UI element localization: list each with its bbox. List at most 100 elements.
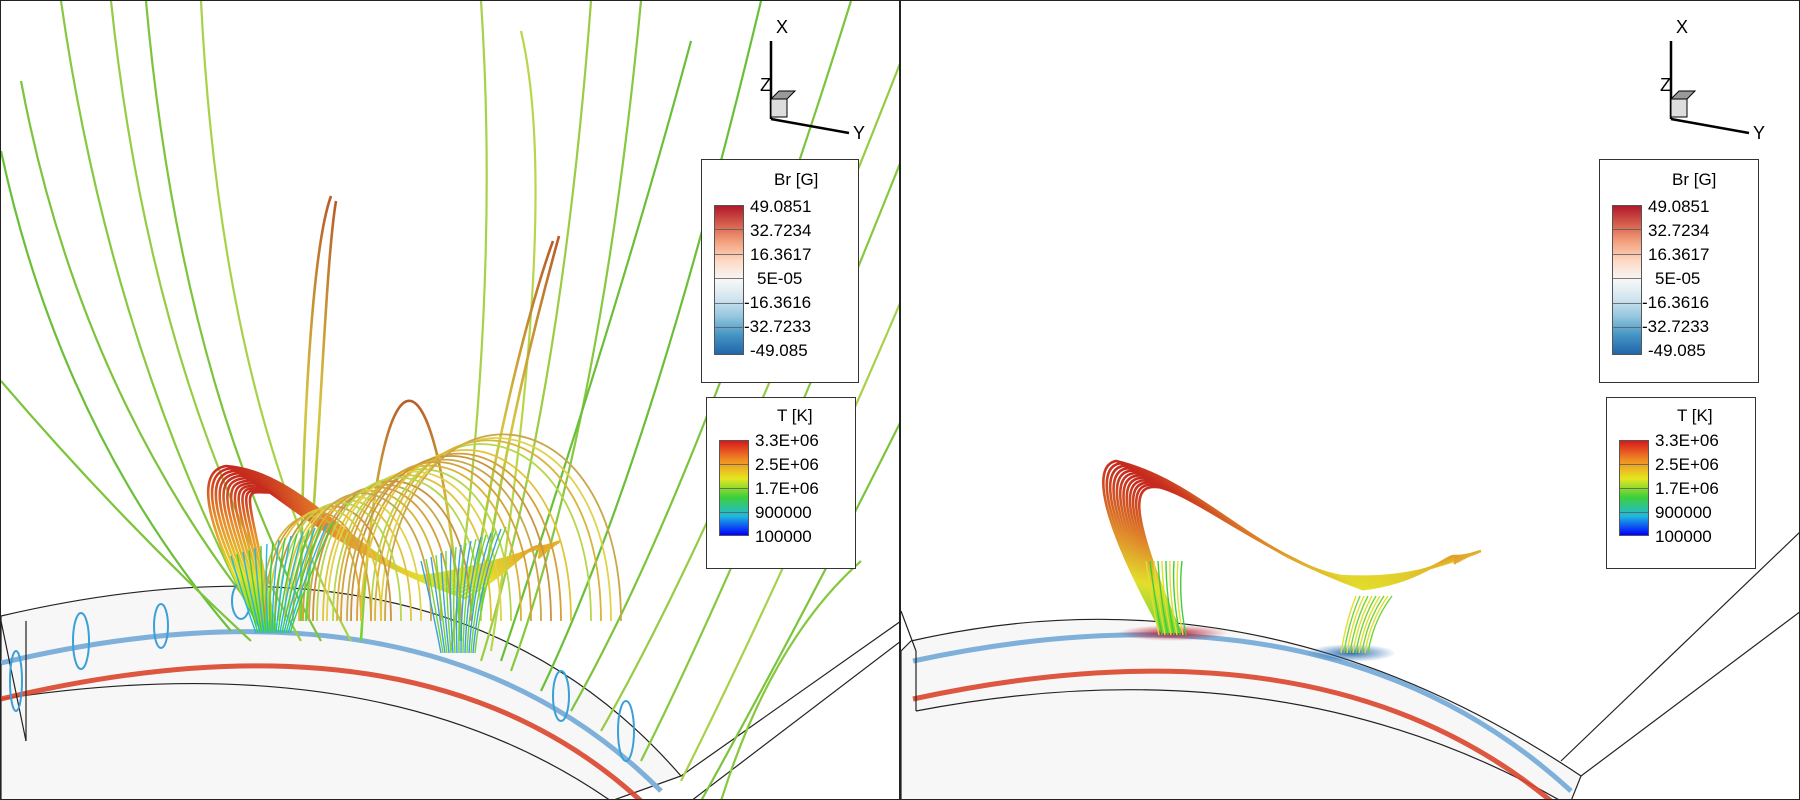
field-line [360, 449, 572, 622]
field-line [1179, 560, 1187, 636]
field-line [279, 531, 304, 634]
br-colorbar [1612, 205, 1642, 355]
field-line [340, 461, 532, 622]
footpoint-fans [1145, 560, 1393, 654]
field-line [312, 480, 472, 622]
axis-label-z: Z [1660, 75, 1671, 95]
br-legend: Br [G] 49.0851 32.7234 16.3617 5E-05 -16… [1599, 159, 1759, 383]
field-line [1145, 560, 1160, 636]
field-line [470, 530, 497, 654]
t-label: 2.5E+06 [1655, 455, 1719, 474]
field-line [440, 552, 450, 654]
t-label: 3.3E+06 [755, 431, 819, 450]
t-label: 3.3E+06 [1655, 431, 1719, 450]
t-label: 100000 [1655, 527, 1712, 546]
field-line [466, 534, 487, 654]
br-label: 5E-05 [1655, 269, 1701, 288]
field-line [1125, 476, 1466, 634]
field-line [242, 551, 261, 634]
field-line [346, 458, 542, 622]
field-line [462, 538, 477, 654]
field-line [453, 546, 457, 654]
field-line [425, 558, 444, 654]
br-label: -49.085 [750, 341, 808, 360]
field-line [1149, 560, 1163, 636]
field-line [445, 550, 452, 654]
t-legend: T [K] 3.3E+06 2.5E+06 1.7E+06 900000 100… [706, 397, 856, 569]
field-line [1161, 560, 1172, 636]
field-line [254, 547, 265, 634]
t-label: 900000 [755, 503, 812, 522]
axis-label-x: X [776, 17, 789, 37]
field-line [302, 486, 452, 622]
br-label: 49.0851 [1648, 197, 1710, 216]
br-label: -16.3616 [1642, 293, 1710, 312]
field-line [1364, 595, 1389, 654]
br-legend-title: Br [G] [1672, 170, 1717, 189]
field-line [285, 525, 322, 634]
field-line [1169, 560, 1178, 636]
field-line [289, 521, 334, 634]
field-line [350, 455, 552, 622]
domain-box [901, 532, 1799, 777]
field-line [449, 548, 454, 654]
br-label: -32.7233 [1642, 317, 1710, 336]
t-legend: T [K] 3.3E+06 2.5E+06 1.7E+06 900000 100… [1606, 397, 1756, 569]
t-label: 2.5E+06 [755, 455, 819, 474]
field-line [1172, 560, 1181, 636]
field-line [316, 476, 482, 622]
field-line [248, 549, 263, 634]
central-loop-tangle [260, 433, 622, 622]
br-legend: Br [G] 49.0851 32.7234 16.3617 5E-05 -16… [701, 159, 859, 383]
field-line [380, 437, 612, 622]
axis-label-y: Y [853, 123, 866, 143]
field-line [460, 540, 472, 654]
t-label: 1.7E+06 [755, 479, 819, 498]
solar-shell [901, 618, 1582, 799]
footpoint-fans [230, 521, 507, 654]
field-line [1176, 560, 1184, 636]
br-label: 32.7234 [750, 221, 812, 240]
br-label: 5E-05 [757, 269, 803, 288]
br-label: 16.3617 [1648, 245, 1710, 264]
field-line [230, 555, 257, 634]
br-label: -49.085 [1648, 341, 1706, 360]
field-line [1157, 560, 1169, 636]
field-line [420, 560, 442, 654]
field-line [374, 439, 602, 622]
br-label: 49.0851 [750, 197, 812, 216]
field-line [281, 529, 310, 634]
field-line [1165, 560, 1175, 636]
field-line [336, 464, 522, 622]
t-label: 1.7E+06 [1655, 479, 1719, 498]
field-line [1340, 595, 1357, 654]
field-line [1349, 595, 1369, 654]
field-line [435, 554, 448, 654]
br-label: -32.7233 [744, 317, 812, 336]
field-line [236, 553, 259, 634]
flux-rope [1101, 459, 1482, 634]
field-line [326, 470, 502, 622]
axis-label-y: Y [1753, 123, 1766, 143]
field-line [474, 526, 507, 654]
t-legend-title: T [K] [1677, 406, 1713, 425]
field-line [1352, 595, 1373, 654]
field-line [1361, 595, 1385, 654]
domain-box [1, 620, 899, 799]
field-line [384, 433, 622, 622]
field-line [458, 542, 467, 654]
field-line [472, 528, 502, 654]
axis-label-z: Z [760, 75, 771, 95]
negative-polarity-spot [1306, 644, 1396, 662]
tall-loops [299, 195, 561, 642]
field-line [277, 533, 298, 634]
field-line [1367, 595, 1393, 654]
field-line [1138, 485, 1457, 634]
field-line [1355, 595, 1377, 654]
right-scene [901, 459, 1799, 799]
axis-triad [1669, 41, 1750, 135]
field-line [455, 544, 462, 654]
left-panel: X Z Y Br [G] 49.0851 32.7234 16.3617 5E-… [0, 0, 900, 800]
field-line [464, 536, 482, 654]
